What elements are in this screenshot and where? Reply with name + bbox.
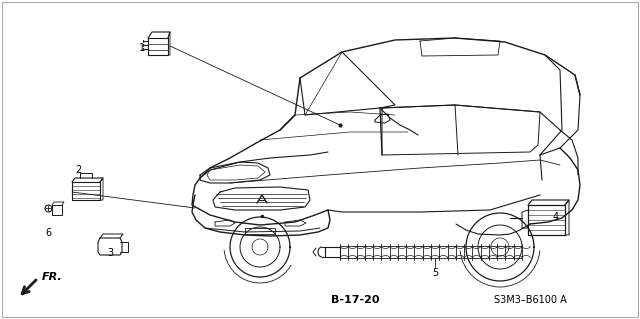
Text: B-17-20: B-17-20 bbox=[331, 295, 380, 305]
Text: 3: 3 bbox=[107, 248, 113, 258]
Text: S3M3–B6100 A: S3M3–B6100 A bbox=[493, 295, 566, 305]
Text: 5: 5 bbox=[432, 268, 438, 278]
Text: 6: 6 bbox=[45, 228, 51, 238]
Text: FR.: FR. bbox=[42, 272, 63, 282]
Text: 1: 1 bbox=[139, 43, 145, 53]
Text: 2: 2 bbox=[75, 165, 81, 175]
Text: 4: 4 bbox=[553, 212, 559, 222]
